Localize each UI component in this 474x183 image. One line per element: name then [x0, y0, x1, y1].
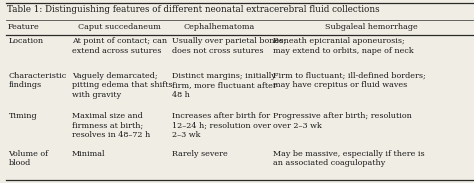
Text: Progressive after birth; resolution
over 2–3 wk: Progressive after birth; resolution over… — [273, 112, 411, 130]
Text: Volume of
blood: Volume of blood — [9, 150, 49, 167]
Text: Beneath epicranial aponeurosis;
may extend to orbits, nape of neck: Beneath epicranial aponeurosis; may exte… — [273, 37, 413, 55]
Text: May be massive, especially if there is
an associated coagulopathy: May be massive, especially if there is a… — [273, 150, 424, 167]
Text: Caput succedaneum: Caput succedaneum — [78, 23, 161, 31]
Text: Vaguely demarcated;
pitting edema that shifts
with gravity: Vaguely demarcated; pitting edema that s… — [72, 72, 172, 99]
Text: At point of contact; can
extend across sutures: At point of contact; can extend across s… — [72, 37, 167, 55]
Text: Maximal size and
firmness at birth;
resolves in 48–72 h: Maximal size and firmness at birth; reso… — [72, 112, 150, 139]
Text: Table 1: Distinguishing features of different neonatal extracerebral fluid colle: Table 1: Distinguishing features of diff… — [7, 5, 380, 14]
Text: Timing: Timing — [9, 112, 37, 120]
Text: Distinct margins; initially
firm, more fluctuant after
48 h: Distinct margins; initially firm, more f… — [172, 72, 277, 99]
Text: Minimal: Minimal — [72, 150, 105, 158]
Text: Subgaleal hemorrhage: Subgaleal hemorrhage — [325, 23, 418, 31]
Text: Cephalhematoma: Cephalhematoma — [184, 23, 255, 31]
Text: Increases after birth for
12–24 h; resolution over
2–3 wk: Increases after birth for 12–24 h; resol… — [172, 112, 271, 139]
Text: Usually over parietal bones;
does not cross sutures: Usually over parietal bones; does not cr… — [172, 37, 286, 55]
Text: Location: Location — [9, 37, 44, 45]
Text: Feature: Feature — [8, 23, 39, 31]
Text: Characteristic
findings: Characteristic findings — [9, 72, 67, 89]
Text: Firm to fluctuant; ill-defined borders;
may have crepitus or fluid waves: Firm to fluctuant; ill-defined borders; … — [273, 72, 425, 89]
Text: Rarely severe: Rarely severe — [172, 150, 228, 158]
